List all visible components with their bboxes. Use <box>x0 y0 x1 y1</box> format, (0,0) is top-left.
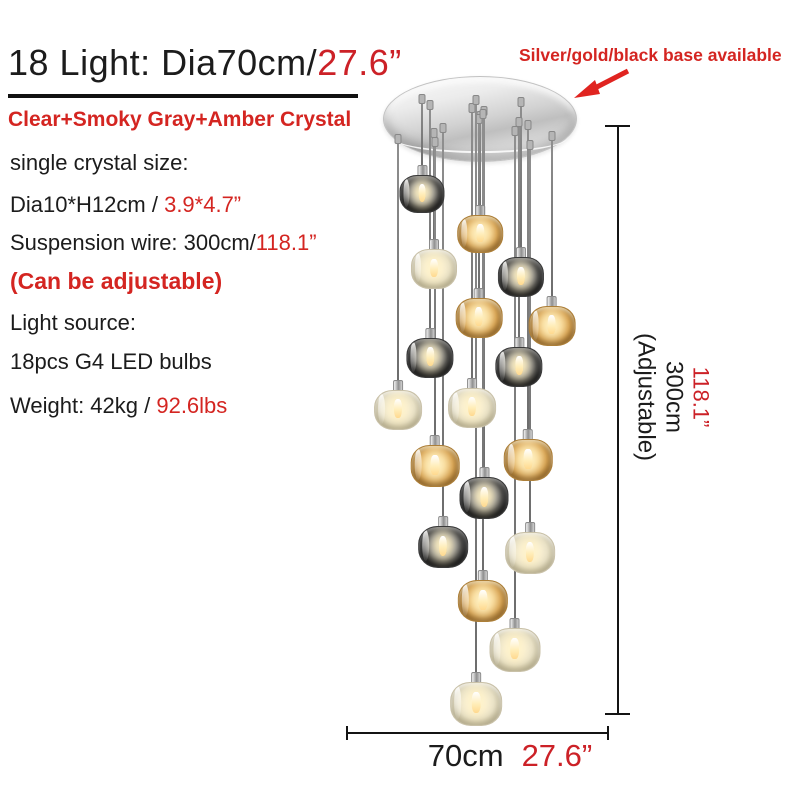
suspension-wire <box>429 101 431 329</box>
title-slash: / <box>306 42 318 83</box>
height-adjustable-label: (Adjustable) <box>632 332 660 462</box>
crystal-glass <box>448 387 496 429</box>
crystal-glass <box>457 214 503 254</box>
spec-crystal-size-label: single crystal size: <box>10 150 189 176</box>
suspension-wire <box>478 115 480 290</box>
pendant-amber-crystal <box>457 569 509 623</box>
spec-text-red: 3.9*4.7” <box>164 192 242 217</box>
spec-text: single crystal size: <box>10 150 189 175</box>
width-cm-label: 70cm <box>427 738 504 773</box>
crystal-glass <box>495 346 543 388</box>
pendant-clear-crystal <box>489 618 541 672</box>
spec-text: Dia10*H12cm / <box>10 192 165 217</box>
crystal-glass <box>457 579 509 623</box>
suspension-wire <box>520 98 522 249</box>
crystal-glass <box>410 445 460 487</box>
crystal-glass <box>410 249 458 289</box>
crystal-glass <box>505 531 555 575</box>
suspension-wire <box>551 132 553 298</box>
width-dimension-line <box>347 732 608 734</box>
title-underline <box>8 94 358 98</box>
pendant-clear-crystal <box>410 239 458 289</box>
crystal-glass <box>406 337 454 379</box>
spec-bulbs: 18pcs G4 LED bulbs <box>10 349 212 375</box>
crystal-glass <box>399 174 445 214</box>
pendant-amber-crystal <box>503 429 553 481</box>
base-availability-note: Silver/gold/black base available <box>519 45 782 65</box>
crystal-glass <box>455 298 503 338</box>
pendant-amber-crystal <box>455 288 503 338</box>
pendant-gray-crystal <box>399 164 445 214</box>
width-dimension-labels: 70cm 27.6” <box>380 738 640 774</box>
red-arrow-icon <box>574 68 630 98</box>
pendant-clear-crystal <box>450 672 502 726</box>
suspension-wire <box>518 118 520 338</box>
title-inches: 27.6” <box>317 42 402 83</box>
spec-text-red: 92.6lbs <box>156 393 228 418</box>
spec-text: Weight: 42kg / <box>10 393 157 418</box>
suspension-wire <box>482 110 484 571</box>
pendant-amber-crystal <box>528 296 576 346</box>
pendant-gray-crystal <box>418 515 468 569</box>
suspension-wire <box>397 135 399 381</box>
suspension-wire <box>479 112 481 206</box>
pendant-clear-crystal <box>448 377 496 429</box>
height-dimension-cap-bottom <box>605 713 630 715</box>
width-dimension-cap-left <box>346 726 348 740</box>
title-main: 18 Light: Dia70cm <box>8 42 307 83</box>
spec-text-red: 118.1” <box>255 230 317 255</box>
height-dimension-cap-top <box>605 125 630 127</box>
crystal-glass <box>418 525 468 569</box>
width-dimension-cap-right <box>607 726 609 740</box>
crystal-glass <box>450 682 502 726</box>
suspension-wire <box>442 124 444 517</box>
crystal-glass <box>503 439 553 481</box>
product-title: 18 Light: Dia70cm/27.6” <box>8 42 402 84</box>
crystal-colors-note: Clear+Smoky Gray+Amber Crystal <box>8 108 352 131</box>
height-inches-label: 118.1” <box>688 366 714 428</box>
crystal-glass <box>489 628 541 672</box>
pendant-amber-crystal <box>410 435 460 487</box>
spec-text: Suspension wire: 300cm/ <box>10 230 256 255</box>
width-inches-label: 27.6” <box>521 738 593 773</box>
crystal-glass <box>497 257 545 297</box>
spec-crystal-dimensions: Dia10*H12cm / 3.9*4.7” <box>10 192 241 218</box>
spec-adjustable-note: (Can be adjustable) <box>10 268 222 295</box>
pendant-clear-crystal <box>505 521 555 575</box>
pendant-amber-crystal <box>457 204 503 254</box>
height-dimension-line <box>617 126 619 714</box>
spec-suspension-wire: Suspension wire: 300cm/118.1” <box>10 230 317 256</box>
spec-weight: Weight: 42kg / 92.6lbs <box>10 393 227 419</box>
suspension-wire <box>483 107 485 469</box>
suspension-wire <box>421 95 423 166</box>
pendant-gray-crystal <box>406 327 454 379</box>
pendant-gray-crystal <box>495 336 543 388</box>
pendant-clear-crystal <box>374 379 422 431</box>
spec-light-source-label: Light source: <box>10 310 136 336</box>
crystal-glass <box>459 477 509 519</box>
spec-text-red: (Can be adjustable) <box>10 268 223 294</box>
spec-text: Light source: <box>10 310 136 335</box>
pendant-gray-crystal <box>459 467 509 519</box>
height-dimension-labels: 118.1” 300cm (Adjustable) <box>631 332 714 462</box>
spec-text: 18pcs G4 LED bulbs <box>10 349 212 374</box>
height-cm-label: 300cm <box>660 360 688 434</box>
crystal-glass <box>528 306 576 346</box>
pendant-gray-crystal <box>497 247 545 297</box>
crystal-glass <box>374 389 422 431</box>
